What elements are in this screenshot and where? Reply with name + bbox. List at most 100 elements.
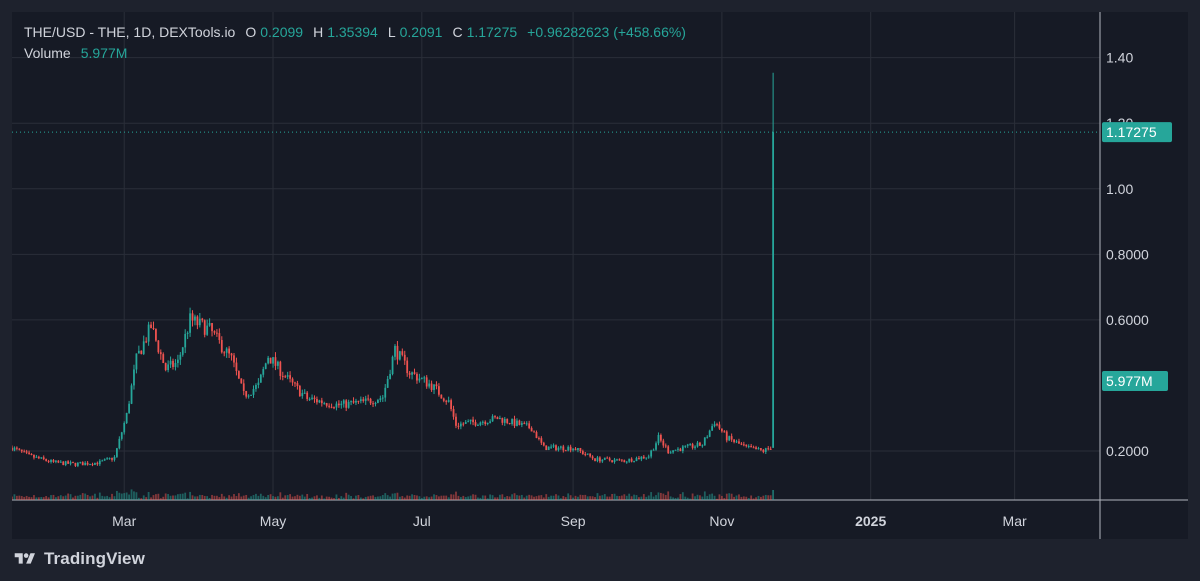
candle-body xyxy=(313,397,316,400)
candle-body xyxy=(152,328,155,330)
volume-value: 5.977M xyxy=(80,45,128,61)
candle-body xyxy=(52,460,55,462)
candle-body xyxy=(730,436,733,440)
volume-bar xyxy=(74,495,77,500)
volume-bar xyxy=(757,495,760,500)
candle-body xyxy=(555,445,557,451)
volume-bar xyxy=(369,495,372,500)
volume-bar xyxy=(474,494,477,500)
volume-bar xyxy=(520,494,523,500)
volume-bar xyxy=(347,494,350,500)
volume-bar xyxy=(123,493,126,500)
volume-bar xyxy=(269,494,272,500)
volume-bar xyxy=(638,497,640,500)
candle-body xyxy=(538,437,540,439)
candle-body xyxy=(728,436,731,441)
candle-body xyxy=(101,460,104,462)
candle-body xyxy=(438,386,440,395)
candle-body xyxy=(767,448,770,450)
candle-body xyxy=(616,459,618,461)
candle-body xyxy=(220,340,223,353)
candle-body xyxy=(652,449,655,451)
volume-bar xyxy=(25,495,28,500)
volume-bar xyxy=(694,496,696,500)
candle-body xyxy=(420,377,423,379)
volume-bar xyxy=(708,494,711,500)
volume-bar xyxy=(94,493,96,500)
candle-body xyxy=(47,460,50,462)
tradingview-brand[interactable]: TradingView xyxy=(12,549,145,569)
volume-bar xyxy=(716,498,718,500)
volume-bar xyxy=(572,497,574,500)
candle-body xyxy=(528,423,531,429)
volume-bar xyxy=(442,495,445,500)
volume-bar xyxy=(406,495,409,500)
volume-bar xyxy=(179,493,182,500)
candle-body xyxy=(157,340,160,353)
candle-body xyxy=(535,432,538,438)
candle-body xyxy=(557,447,560,451)
symbol-title[interactable]: THE/USD - THE, 1D, DEXTools.io xyxy=(24,24,236,40)
volume-bar xyxy=(445,495,448,500)
candle-body xyxy=(279,361,282,376)
volume-bar xyxy=(245,494,248,500)
candle-body xyxy=(372,403,374,405)
volume-bar xyxy=(33,495,35,500)
close-label: C xyxy=(452,24,463,40)
volume-bar xyxy=(496,497,499,500)
candle-body xyxy=(296,383,299,386)
volume-bar xyxy=(208,497,211,500)
volume-bar xyxy=(191,495,194,500)
candle-body xyxy=(581,451,584,455)
volume-bar xyxy=(523,497,526,500)
volume-bar xyxy=(313,496,316,500)
volume-bar xyxy=(484,495,487,500)
volume-bar xyxy=(220,493,223,500)
volume-bar xyxy=(316,495,318,500)
volume-label[interactable]: Volume xyxy=(24,45,71,61)
candle-body xyxy=(518,420,521,425)
candle-body xyxy=(96,462,99,465)
candle-body xyxy=(37,456,40,459)
volume-bar xyxy=(318,497,321,500)
x-tick-label: Mar xyxy=(112,513,136,529)
candle-body xyxy=(189,313,191,333)
volume-bar xyxy=(364,496,367,500)
volume-bar xyxy=(508,496,511,500)
y-tick-label: 1.40 xyxy=(1106,50,1133,66)
volume-bar xyxy=(301,494,304,500)
volume-bar xyxy=(59,495,62,500)
volume-bar xyxy=(672,497,674,500)
candle-body xyxy=(769,448,772,450)
close-value: 1.17275 xyxy=(466,24,518,40)
candle-body xyxy=(30,453,33,455)
candle-body xyxy=(298,385,301,397)
volume-bar xyxy=(386,495,389,500)
candle-body xyxy=(503,418,506,423)
volume-bar xyxy=(403,497,406,500)
volume-bar xyxy=(755,497,757,500)
x-tick-label: 2025 xyxy=(855,513,886,529)
volume-bar xyxy=(745,496,748,500)
volume-bar xyxy=(625,495,628,500)
price-chart[interactable]: 1.401.201.000.80000.60000.2000MarMayJulS… xyxy=(12,12,1188,539)
volume-bar xyxy=(394,493,396,500)
volume-bar xyxy=(257,495,260,500)
volume-bar xyxy=(37,497,40,500)
candle-body xyxy=(425,377,428,387)
chart-pane[interactable]: 1.401.201.000.80000.60000.2000MarMayJulS… xyxy=(12,12,1188,539)
candle-body xyxy=(69,462,72,464)
volume-bar xyxy=(584,494,587,500)
volume-bar xyxy=(362,498,365,500)
volume-bar xyxy=(640,496,643,500)
candle-body xyxy=(255,385,257,390)
volume-bar xyxy=(237,493,240,500)
candle-body xyxy=(450,400,453,410)
candle-body xyxy=(484,421,487,425)
candle-body xyxy=(150,324,152,329)
candle-body xyxy=(645,457,648,459)
candle-body xyxy=(674,449,677,451)
candle-body xyxy=(681,446,684,452)
volume-bar xyxy=(359,497,362,500)
candle-body xyxy=(562,446,565,451)
